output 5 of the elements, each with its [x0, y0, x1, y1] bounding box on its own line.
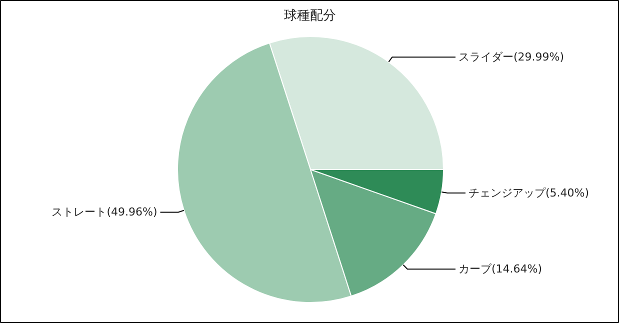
chart-title: 球種配分: [284, 8, 336, 24]
slice-label: ストレート(49.96%): [52, 206, 158, 219]
slice-label: カーブ(14.64%): [458, 262, 542, 276]
slice-label: スライダー(29.99%): [458, 50, 564, 64]
slice-label: チェンジアップ(5.40%): [468, 186, 590, 200]
